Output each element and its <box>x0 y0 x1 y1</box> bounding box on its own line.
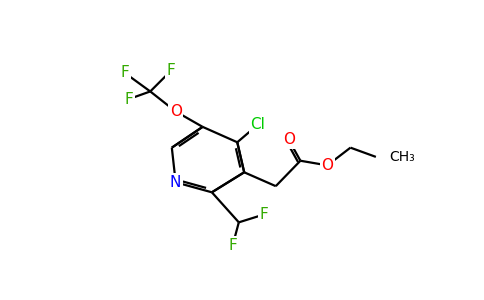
Text: F: F <box>259 207 268 222</box>
Text: CH₃: CH₃ <box>390 150 415 164</box>
Text: O: O <box>321 158 333 173</box>
Text: F: F <box>166 63 175 78</box>
Text: F: F <box>124 92 133 106</box>
Text: F: F <box>228 238 237 253</box>
Text: F: F <box>121 65 129 80</box>
Text: N: N <box>170 175 182 190</box>
Text: Cl: Cl <box>251 117 266 132</box>
Text: O: O <box>283 133 295 148</box>
Text: O: O <box>170 104 182 119</box>
